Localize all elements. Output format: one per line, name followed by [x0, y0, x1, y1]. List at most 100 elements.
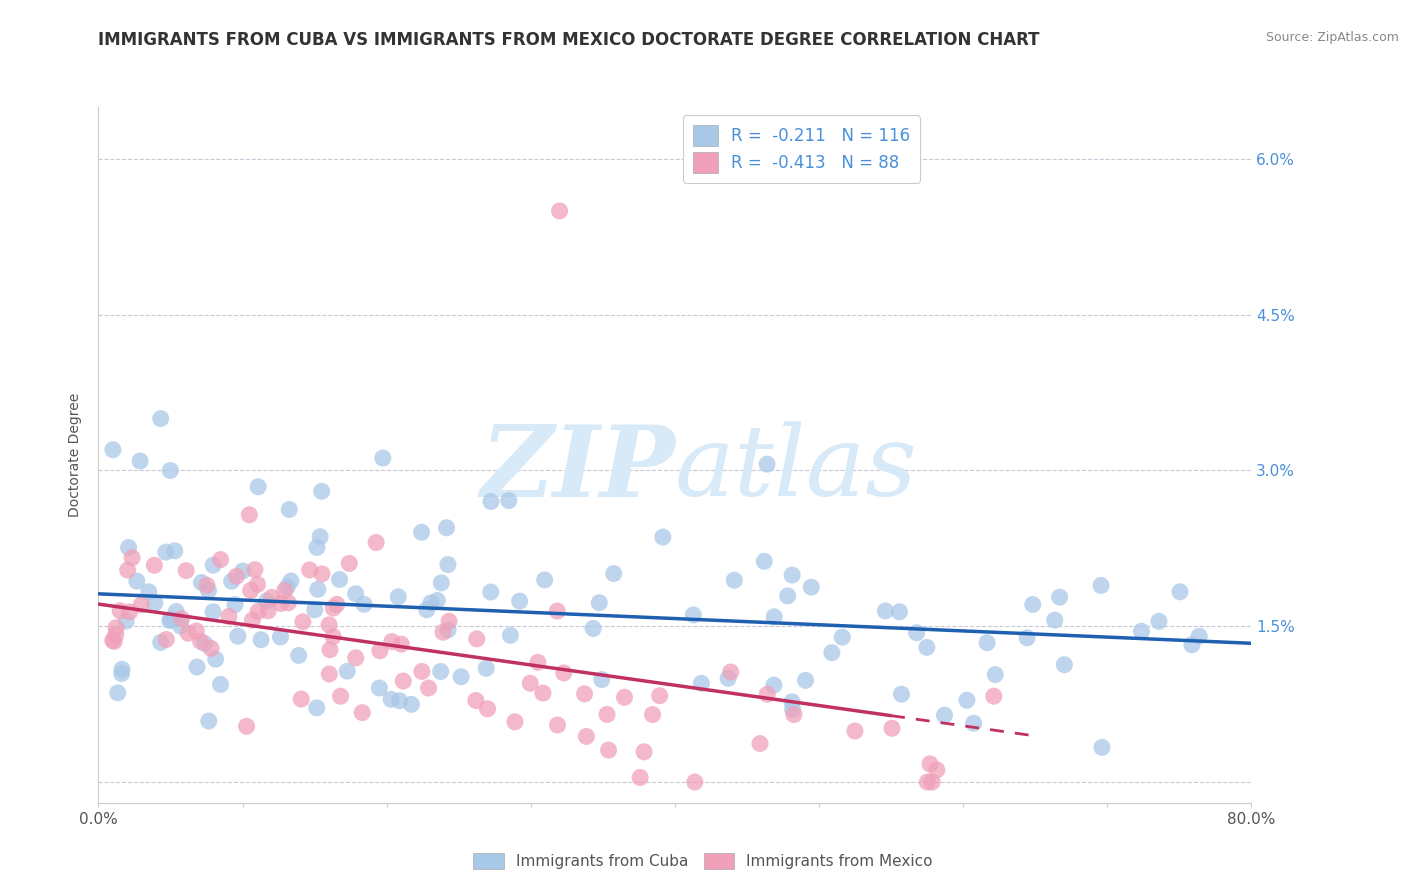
Point: [598, 743, 620, 757]
Point: [392, 674, 415, 689]
Point: [257, 604, 280, 618]
Point: [239, 583, 262, 598]
Point: [388, 693, 411, 707]
Point: [503, 714, 526, 729]
Point: [720, 665, 742, 679]
Point: [149, 635, 172, 649]
Point: [107, 686, 129, 700]
Point: [186, 624, 208, 638]
Point: [548, 203, 571, 218]
Point: [1168, 584, 1191, 599]
Point: [1188, 629, 1211, 643]
Point: [224, 598, 246, 612]
Point: [149, 411, 172, 425]
Point: [190, 575, 212, 590]
Point: [307, 582, 329, 597]
Point: [246, 577, 269, 591]
Point: [129, 454, 152, 468]
Point: [194, 637, 217, 651]
Point: [318, 667, 340, 681]
Point: [527, 656, 550, 670]
Point: [1015, 631, 1038, 645]
Point: [844, 723, 866, 738]
Point: [401, 698, 423, 712]
Point: [596, 707, 619, 722]
Point: [756, 687, 779, 701]
Point: [533, 573, 555, 587]
Point: [309, 530, 332, 544]
Point: [415, 603, 437, 617]
Point: [547, 718, 569, 732]
Point: [437, 615, 460, 629]
Point: [411, 665, 433, 679]
Point: [290, 692, 312, 706]
Point: [311, 566, 333, 581]
Point: [115, 614, 138, 628]
Point: [125, 574, 148, 588]
Point: [269, 630, 291, 644]
Point: [159, 463, 181, 477]
Point: [202, 605, 225, 619]
Point: [591, 673, 613, 687]
Point: [235, 719, 257, 733]
Point: [221, 574, 243, 589]
Point: [329, 689, 352, 703]
Point: [762, 678, 785, 692]
Point: [155, 545, 177, 559]
Point: [260, 591, 283, 605]
Point: [690, 676, 713, 690]
Point: [305, 701, 328, 715]
Point: [200, 641, 222, 656]
Point: [477, 702, 499, 716]
Y-axis label: Doctorate Degree: Doctorate Degree: [69, 392, 83, 517]
Point: [103, 634, 125, 648]
Point: [165, 605, 187, 619]
Point: [984, 667, 1007, 681]
Point: [287, 648, 309, 663]
Point: [465, 632, 488, 646]
Point: [432, 625, 454, 640]
Point: [749, 737, 772, 751]
Point: [553, 665, 575, 680]
Point: [450, 670, 472, 684]
Point: [426, 593, 449, 607]
Point: [276, 580, 298, 594]
Point: [411, 525, 433, 540]
Point: [437, 558, 460, 572]
Point: [498, 493, 520, 508]
Legend: Immigrants from Cuba, Immigrants from Mexico: Immigrants from Cuba, Immigrants from Me…: [467, 847, 939, 875]
Point: [682, 607, 704, 622]
Point: [329, 573, 352, 587]
Point: [641, 707, 664, 722]
Point: [209, 677, 232, 691]
Point: [519, 676, 541, 690]
Point: [304, 603, 326, 617]
Point: [723, 573, 745, 587]
Point: [821, 646, 844, 660]
Point: [875, 604, 897, 618]
Point: [352, 706, 374, 720]
Point: [366, 535, 388, 549]
Point: [336, 664, 359, 678]
Point: [436, 521, 458, 535]
Point: [475, 661, 498, 675]
Point: [121, 550, 143, 565]
Point: [429, 665, 451, 679]
Point: [218, 609, 240, 624]
Point: [633, 745, 655, 759]
Point: [274, 583, 297, 598]
Point: [1043, 613, 1066, 627]
Point: [1090, 578, 1112, 592]
Point: [934, 708, 956, 723]
Point: [318, 617, 340, 632]
Point: [117, 541, 139, 555]
Point: [418, 681, 440, 695]
Point: [917, 775, 939, 789]
Point: [159, 614, 181, 628]
Point: [291, 615, 314, 629]
Point: [1181, 638, 1204, 652]
Point: [956, 693, 979, 707]
Point: [651, 530, 673, 544]
Point: [232, 564, 254, 578]
Point: [1091, 740, 1114, 755]
